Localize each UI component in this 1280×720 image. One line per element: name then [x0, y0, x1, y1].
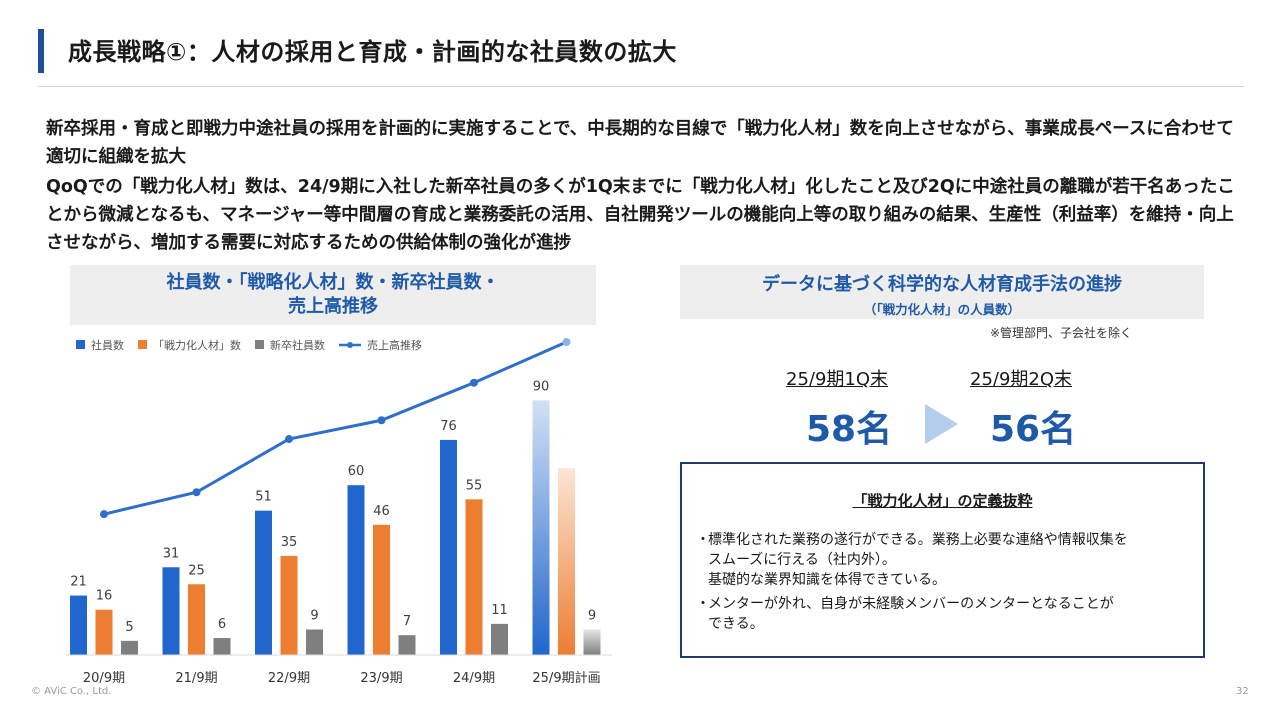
bar-employees	[440, 439, 457, 655]
data-label: 11	[491, 603, 508, 618]
exclusion-note: ※管理部門、子会社を除く	[990, 326, 1133, 340]
sales-point	[377, 416, 386, 425]
data-label: 60	[348, 464, 365, 479]
bar-employees	[162, 567, 180, 655]
talent-header-line-1: データに基づく科学的な人材育成手法の進捗	[762, 274, 1122, 295]
x-tick-label: 25/9期計画	[532, 670, 600, 686]
x-tick-label: 21/9期	[175, 671, 217, 686]
legend-label: 社員数	[91, 338, 124, 352]
bar-strategic	[188, 584, 205, 655]
data-label: 5	[125, 620, 133, 635]
data-label: 7	[403, 614, 411, 629]
definition-box: 「戦力化人材」の定義抜粋 ・標準化された業務の遂行ができる。業務上必要な連絡や情…	[680, 462, 1205, 658]
period-2q-label: 25/9期2Q末	[970, 369, 1073, 390]
bar-new-grads	[306, 629, 323, 655]
talent-panel-header: データに基づく科学的な人材育成手法の進捗 （「戦力化人材」の人員数）	[680, 265, 1204, 319]
chart-panel-header: 社員数・「戦略化人材」数・新卒社員数・ 売上高推移	[70, 265, 596, 325]
bullet-icon: ・	[696, 596, 710, 612]
period-1q-value: 58名	[806, 409, 893, 450]
data-label: 51	[255, 490, 272, 505]
summary-paragraph-2: QoQでの「戦力化人材」数は、24/9期に入社した新卒社員の多くが1Q末までに「…	[46, 177, 1235, 253]
legend-label: 新卒社員数	[270, 338, 325, 352]
bar-strategic	[373, 524, 390, 655]
definition-item-text: 標準化された業務の遂行ができる。業務上必要な連絡や情報収集を スムーズに行える（…	[708, 532, 1128, 588]
bar-new-grads	[121, 640, 138, 655]
slide-title: 成長戦略①：人材の採用と育成・計画的な社員数の拡大	[68, 38, 677, 66]
data-label: 6	[218, 617, 226, 632]
legend-label: 「戦力化人材」数	[153, 338, 241, 352]
bar-strategic	[465, 499, 483, 655]
period-1q-label: 25/9期1Q末	[786, 369, 889, 390]
period-2q-value: 56名	[990, 409, 1077, 450]
data-label: 76	[440, 419, 457, 434]
data-label: 16	[96, 589, 113, 604]
data-label: 9	[310, 609, 318, 624]
data-label: 90	[533, 379, 550, 394]
legend-line-marker	[347, 342, 353, 348]
sales-point	[100, 510, 108, 519]
sales-point	[470, 378, 478, 387]
bar-employees	[532, 400, 550, 655]
x-tick-label: 22/9期	[268, 671, 310, 686]
sales-point	[285, 435, 293, 444]
sales-line	[103, 340, 568, 516]
definition-title-text: 「戦力化人材」の定義抜粋	[852, 492, 1033, 510]
legend-label: 売上高推移	[367, 338, 422, 352]
bar-new-grads	[583, 629, 601, 655]
title-divider	[38, 86, 1244, 87]
chart-header-line-2: 売上高推移	[288, 296, 378, 317]
bar-strategic	[558, 468, 575, 655]
definition-item: ・メンターが外れ、自身が未経験メンバーのメンターとなることが できる。	[696, 594, 1196, 634]
bar-employees	[255, 510, 272, 655]
legend-swatch	[138, 340, 147, 349]
data-label: 55	[466, 478, 483, 493]
sales-point	[562, 338, 571, 346]
x-tick-label: 24/9期	[453, 671, 495, 686]
data-label: 25	[188, 563, 205, 578]
data-label: 46	[373, 504, 390, 519]
summary-paragraph-1: 新卒採用・育成と即戦力中途社員の採用を計画的に実施することで、中長期的な目線で「…	[46, 119, 1234, 167]
data-label: 31	[163, 546, 180, 561]
title-accent-bar	[38, 29, 44, 73]
page-number: 32	[1236, 686, 1249, 697]
definition-list: ・標準化された業務の遂行ができる。業務上必要な連絡や情報収集を スムーズに行える…	[696, 530, 1196, 638]
x-tick-label: 20/9期	[83, 671, 125, 686]
legend-swatch	[76, 340, 85, 349]
definition-item-text: メンターが外れ、自身が未経験メンバーのメンターとなることが できる。	[708, 596, 1114, 632]
data-label: 9	[588, 609, 596, 624]
bar-new-grads	[213, 638, 231, 655]
data-label: 35	[281, 535, 298, 550]
bullet-icon: ・	[696, 532, 710, 548]
bar-strategic	[95, 609, 113, 655]
bar-new-grads	[398, 635, 416, 655]
legend-swatch	[255, 340, 264, 349]
definition-title: 「戦力化人材」の定義抜粋	[682, 490, 1203, 511]
x-tick-label: 23/9期	[360, 671, 402, 686]
bar-employees	[70, 595, 87, 655]
sales-point	[192, 488, 201, 497]
right-arrow-icon	[925, 404, 958, 444]
bar-strategic	[280, 555, 298, 655]
data-label: 21	[70, 575, 87, 590]
talent-header-line-2: （「戦力化人材」の人員数）	[863, 302, 1021, 317]
bar-new-grads	[491, 623, 508, 655]
definition-item: ・標準化された業務の遂行ができる。業務上必要な連絡や情報収集を スムーズに行える…	[696, 530, 1196, 590]
combo-chart: 21 16 5 20/9期 31 25 6 21/9期 51 35 9 22/9期 60 46 7 23/9期…	[66, 338, 612, 686]
copyright: © AViC Co., Ltd.	[31, 686, 112, 697]
chart-header-line-1: 社員数・「戦略化人材」数・新卒社員数・	[166, 272, 500, 293]
bar-employees	[347, 485, 365, 655]
